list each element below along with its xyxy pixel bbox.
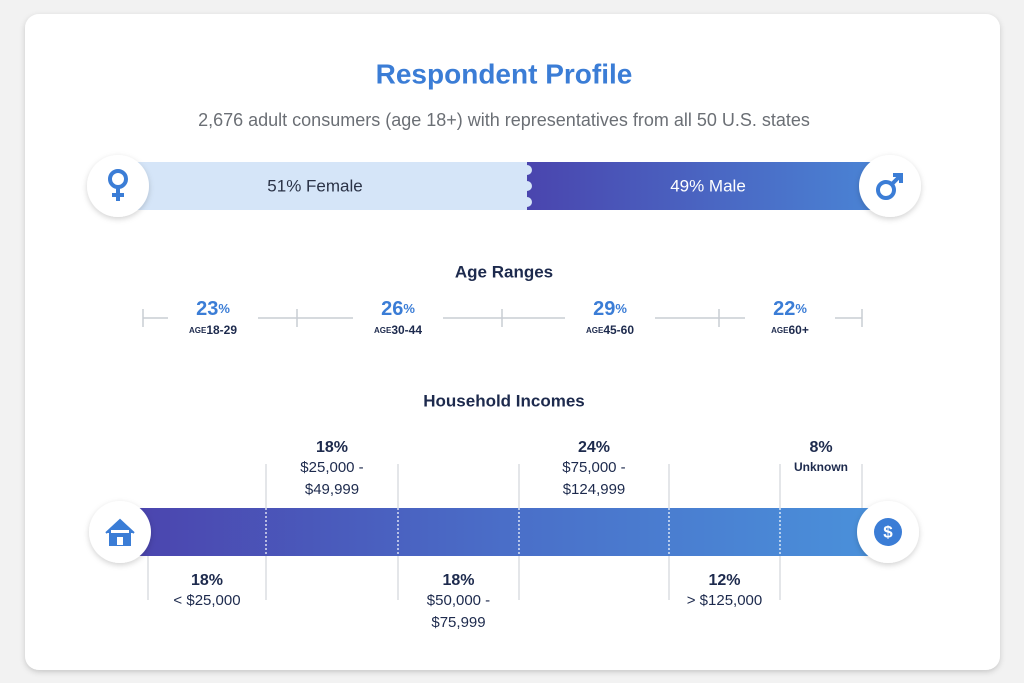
male-label: 49% Male: [670, 176, 746, 195]
income-label: $124,999: [563, 481, 626, 498]
age-range: 45-60: [603, 323, 634, 337]
income-percent: 12%: [708, 572, 740, 589]
age-label: AGE60+: [771, 323, 809, 337]
income-title: Household Incomes: [423, 391, 585, 410]
divider: [522, 165, 532, 175]
age-title: Age Ranges: [455, 262, 553, 281]
age-label: AGE30-44: [374, 323, 422, 337]
income-label: < $25,000: [173, 592, 240, 609]
svg-text:$: $: [883, 522, 893, 541]
income-label: > $125,000: [687, 592, 763, 609]
age-unit: %: [615, 301, 627, 316]
age-label: AGE18-29: [189, 323, 237, 337]
age-prefix: AGE: [189, 326, 207, 335]
female-label: 51% Female: [267, 176, 362, 195]
income-bar: [120, 508, 890, 556]
income-percent: 18%: [316, 439, 348, 456]
age-value: 26: [381, 298, 403, 320]
female-bar: [118, 162, 528, 210]
income-label: $75,000 -: [562, 459, 625, 476]
age-percent: 23%: [196, 298, 230, 320]
age-unit: %: [795, 301, 807, 316]
home-icon: [89, 501, 151, 563]
age-unit: %: [218, 301, 230, 316]
subtitle: 2,676 adult consumers (age 18+) with rep…: [198, 110, 810, 130]
income-percent: 18%: [442, 572, 474, 589]
age-percent: 26%: [381, 298, 415, 320]
dollar-icon: $: [857, 501, 919, 563]
age-value: 29: [593, 298, 615, 320]
age-percent: 29%: [593, 298, 627, 320]
income-label: $75,999: [431, 614, 485, 631]
income-label: Unknown: [794, 460, 848, 474]
age-range: 60+: [788, 323, 808, 337]
income-label: $50,000 -: [427, 592, 490, 609]
age-prefix: AGE: [771, 326, 789, 335]
age-range: 30-44: [391, 323, 422, 337]
income-percent: 18%: [191, 572, 223, 589]
income-label: $25,000 -: [300, 459, 363, 476]
age-prefix: AGE: [374, 326, 392, 335]
age-value: 22: [773, 298, 795, 320]
income-percent: 24%: [578, 439, 610, 456]
divider: [522, 197, 532, 207]
title: Respondent Profile: [376, 58, 633, 89]
female-icon: [87, 155, 149, 217]
age-prefix: AGE: [586, 326, 604, 335]
age-label: AGE45-60: [586, 323, 634, 337]
male-icon: [859, 155, 921, 217]
male-bar: [527, 162, 890, 210]
age-value: 23: [196, 298, 218, 320]
income-percent: 8%: [809, 439, 832, 456]
age-range: 18-29: [206, 323, 237, 337]
income-label: $49,999: [305, 481, 359, 498]
divider: [522, 181, 532, 191]
age-unit: %: [403, 301, 415, 316]
age-percent: 22%: [773, 298, 807, 320]
